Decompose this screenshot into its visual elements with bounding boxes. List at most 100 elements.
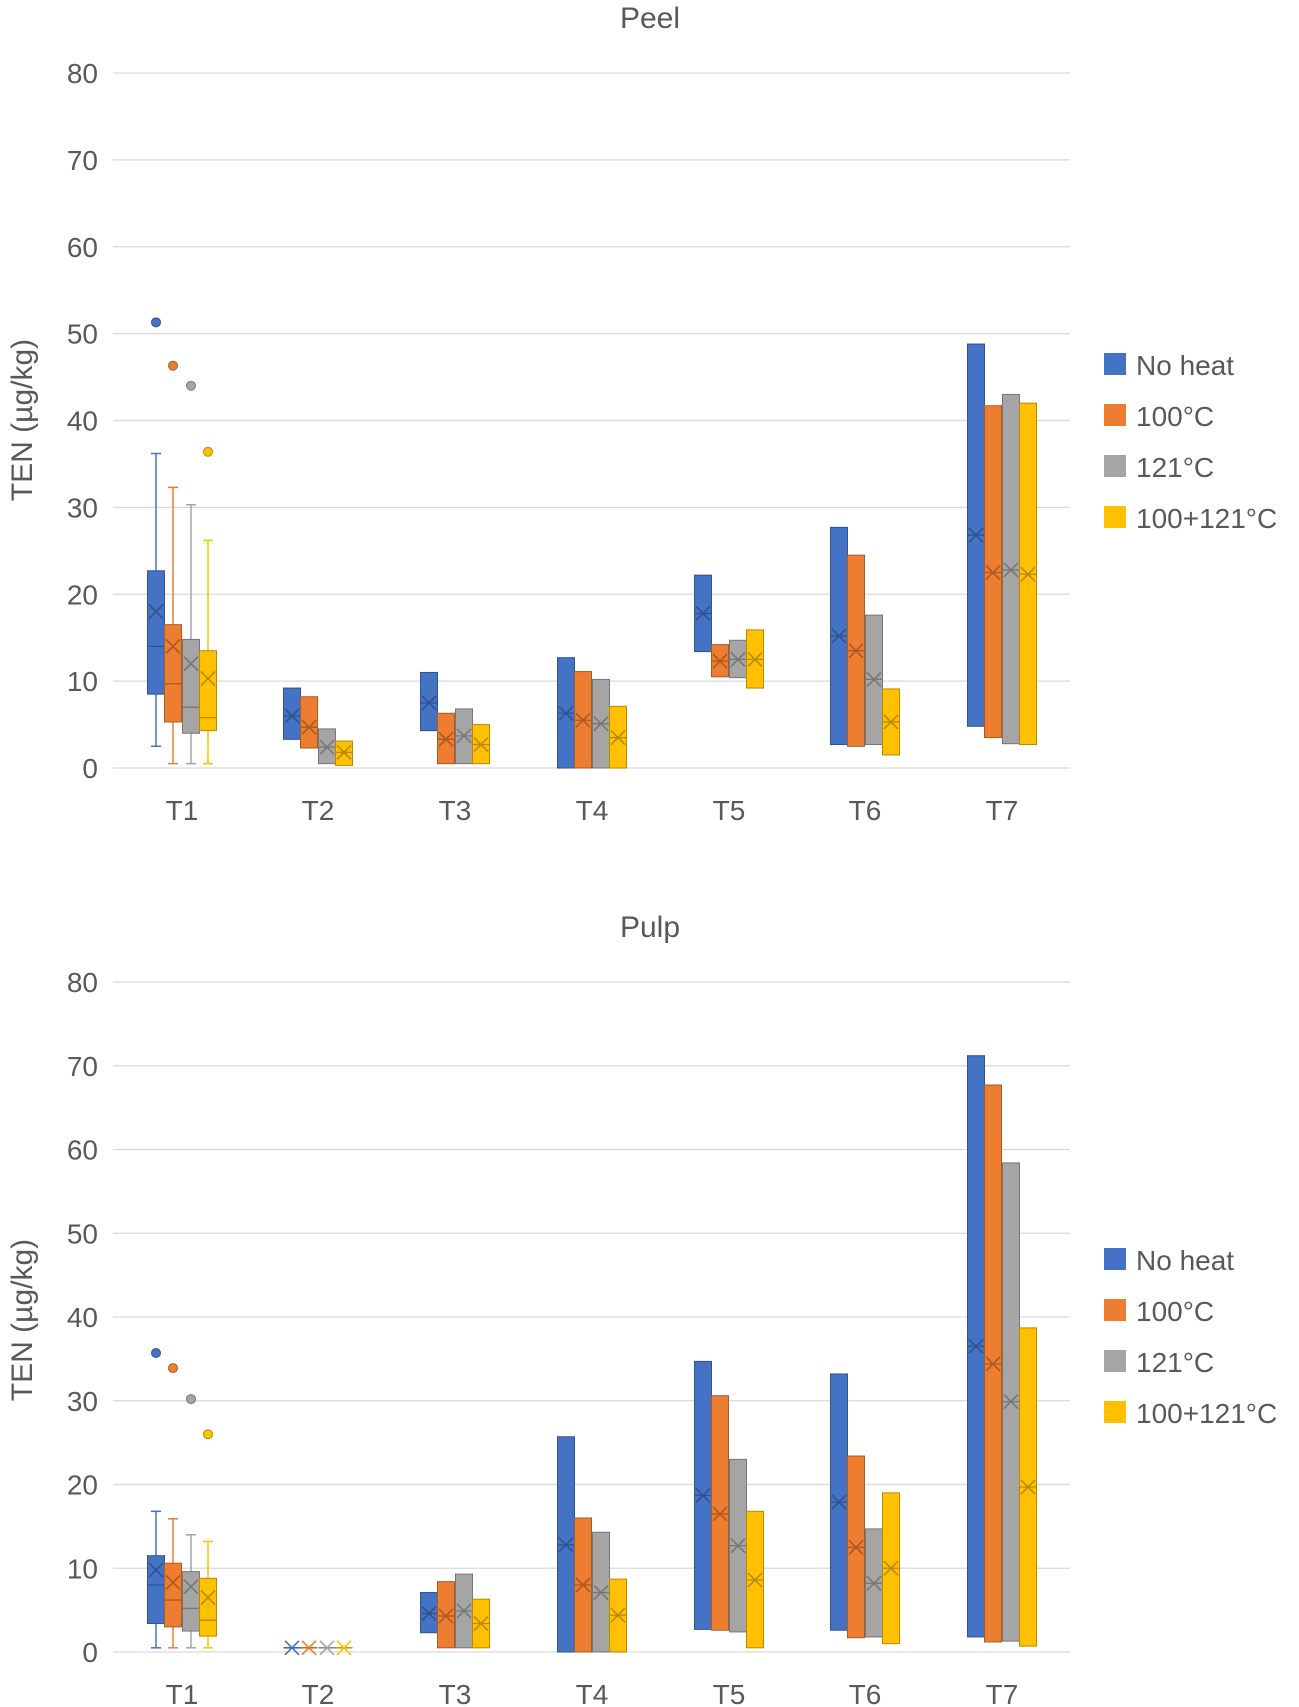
box-body-100-c-t3	[437, 1581, 455, 1649]
mean-marker-100-121-c-t6	[883, 1560, 899, 1576]
box-body-100-c-t1	[164, 624, 182, 723]
outlier-point-100-c-t1	[168, 360, 178, 371]
mean-marker-100-c-t5	[712, 653, 728, 669]
box-121-c-t1	[182, 380, 200, 765]
box-100-c-t1	[164, 1363, 182, 1649]
outlier-point-121-c-t1	[186, 1394, 196, 1405]
y-tick-label: 30	[67, 492, 98, 523]
plot-area	[147, 1055, 1037, 1656]
x-tick-label-t4: T4	[576, 795, 609, 826]
mean-marker-no-heat-t3	[421, 695, 437, 711]
outlier-point-no-heat-t1	[151, 1348, 161, 1359]
x-tick-label-t3: T3	[439, 1679, 472, 1707]
box-no-heat-t5	[694, 574, 712, 653]
legend-label-100-c: 100°C	[1136, 401, 1214, 432]
box-121-c-t2	[318, 1640, 336, 1656]
box-100-121-c-t5	[746, 629, 764, 689]
box-body-no-heat-t2	[283, 687, 301, 740]
box-100-121-c-t3	[472, 724, 490, 765]
mean-marker-100-121-c-t2	[336, 1640, 352, 1656]
box-100-c-t6	[847, 1455, 865, 1639]
mean-marker-121-c-t4	[593, 1584, 609, 1601]
mean-marker-121-c-t7	[1003, 562, 1019, 578]
mean-marker-100-121-c-t7	[1020, 1479, 1036, 1495]
mean-marker-100-c-t6	[848, 1539, 864, 1555]
y-tick-label: 60	[67, 1135, 98, 1166]
box-100-c-t7	[984, 405, 1002, 739]
x-tick-label-t1: T1	[166, 795, 199, 826]
box-body-100-121-c-t1	[199, 1577, 217, 1637]
x-tick-label-t2: T2	[302, 1679, 335, 1707]
box-body-no-heat-t1	[147, 570, 165, 695]
mean-marker-no-heat-t2	[284, 1640, 300, 1656]
mean-marker-121-c-t7	[1003, 1394, 1019, 1410]
legend-swatch-121-c	[1104, 455, 1126, 477]
box-121-c-t4	[592, 678, 610, 769]
box-100-c-t5	[711, 644, 729, 678]
box-no-heat-t7	[967, 1055, 985, 1638]
box-121-c-t7	[1002, 393, 1020, 745]
x-tick-label-t4: T4	[576, 1679, 609, 1707]
box-100-c-t5	[711, 1395, 729, 1631]
box-100-c-t4	[574, 671, 592, 769]
y-axis-label: TEN (µg/kg)	[6, 339, 39, 501]
legend-item-100-121-c: 100+121°C	[1104, 503, 1277, 534]
box-100-121-c-t7	[1019, 1327, 1037, 1647]
box-100-c-t6	[847, 554, 865, 747]
box-121-c-t6	[865, 1528, 883, 1638]
mean-marker-100-c-t4	[575, 1577, 591, 1593]
x-tick-labels: T1 T2 T3 T4 T5 T6 T7	[166, 795, 1019, 826]
box-body-121-c-t1	[182, 638, 200, 734]
legend-swatch-no-heat	[1104, 1248, 1126, 1270]
mean-marker-100-121-c-t3	[473, 1615, 489, 1632]
y-tick-label: 50	[67, 1218, 98, 1249]
x-tick-label-t5: T5	[713, 1679, 746, 1707]
x-tick-label-t3: T3	[439, 795, 472, 826]
legend-item-100-121-c: 100+121°C	[1104, 1398, 1277, 1429]
legend-label-100-121-c: 100+121°C	[1136, 1398, 1277, 1429]
mean-marker-100-c-t2	[301, 1640, 317, 1656]
mean-marker-100-c-t1	[165, 1574, 181, 1591]
y-tick-label: 40	[67, 406, 98, 437]
outlier-point-100-121-c-t1	[203, 446, 213, 457]
box-100-121-c-t6	[882, 688, 900, 756]
legend-label-no-heat: No heat	[1136, 350, 1234, 381]
y-tick-label: 70	[67, 145, 98, 176]
y-tick-label: 40	[67, 1302, 98, 1333]
mean-marker-121-c-t3	[456, 728, 472, 744]
mean-marker-121-c-t5	[730, 1538, 746, 1554]
box-body-100-c-t2	[300, 696, 318, 749]
box-no-heat-t2	[283, 1640, 301, 1656]
box-100-c-t2	[300, 696, 318, 749]
box-no-heat-t4	[557, 657, 575, 769]
mean-marker-100-121-c-t7	[1020, 566, 1036, 582]
y-tick-label: 0	[82, 1637, 98, 1668]
box-no-heat-t2	[283, 687, 301, 740]
mean-marker-100-121-c-t4	[610, 1607, 626, 1623]
y-tick-label: 10	[67, 666, 98, 697]
legend-item-100-c: 100°C	[1104, 1296, 1214, 1327]
y-tick-label: 50	[67, 319, 98, 350]
box-121-c-t5	[729, 639, 747, 679]
y-tick-label: 0	[82, 753, 98, 784]
legend-item-121-c: 121°C	[1104, 1347, 1214, 1378]
mean-marker-121-c-t6	[866, 671, 882, 687]
mean-marker-100-c-t3	[438, 731, 454, 747]
y-tick-label: 80	[67, 58, 98, 89]
box-121-c-t4	[592, 1531, 610, 1653]
mean-marker-100-c-t5	[712, 1506, 728, 1522]
mean-marker-100-121-c-t6	[883, 714, 899, 730]
legend-item-100-c: 100°C	[1104, 401, 1214, 432]
mean-marker-no-heat-t7	[968, 527, 984, 543]
box-no-heat-t4	[557, 1436, 575, 1653]
legend: No heat 100°C 121°C 100+121°C	[1104, 350, 1277, 534]
mean-marker-no-heat-t3	[421, 1605, 437, 1622]
y-tick-labels: 0 10 20 30 40 50 60 70 80	[67, 967, 98, 1668]
box-no-heat-t7	[967, 343, 985, 727]
mean-marker-100-c-t1	[165, 638, 181, 654]
mean-marker-100-c-t4	[575, 712, 591, 728]
mean-marker-100-c-t2	[301, 719, 317, 735]
mean-marker-121-c-t1	[183, 656, 199, 672]
